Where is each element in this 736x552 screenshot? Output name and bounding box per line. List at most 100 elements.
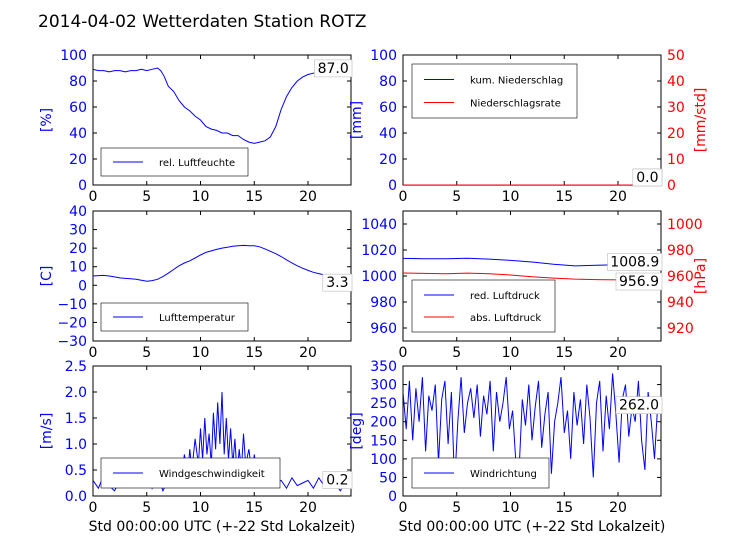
x-axis-label: Std 00:00:00 UTC (+-22 Std Lokalzeit) [399,519,666,535]
x-tick-label: 20 [609,189,627,205]
y-tick-label: 0 [78,278,87,294]
legend: Lufttemperatur [100,302,249,332]
x-tick-label: 10 [192,345,210,361]
y-tick-label: 1040 [361,217,397,233]
y-tick-label: 1.0 [65,437,87,453]
x-tick-label: 20 [609,345,627,361]
y-tick-label-right: 980 [667,243,694,259]
x-tick-label: 5 [142,345,151,361]
x-tick-label: 5 [452,345,461,361]
x-tick-label: 10 [502,189,520,205]
current-value: 87.0 [318,61,349,77]
chart-temperature: 0 5 10 15 20 −30 −20 −10 0 10 20 30 40 [C] Lufttempera… [39,204,353,361]
y-axis-label: [deg] [349,412,365,449]
y-tick-label-right: 30 [667,100,685,116]
current-value: 0.2 [326,473,348,489]
x-tick-label: 5 [452,189,461,205]
x-tick-label: 10 [192,500,210,516]
current-value: 1008.9 [610,254,659,270]
y-tick-label: −30 [57,334,87,350]
y-tick-label-right: 960 [667,269,694,285]
x-tick-label: 15 [555,189,573,205]
x-tick-label: 0 [399,500,408,516]
x-tick-label: 15 [245,500,263,516]
y-tick-label: 0 [388,489,397,505]
chart-pressure: 0 5 10 15 20 960 980 1000 1020 1040 920 940 960 980 10… [361,210,709,361]
y-tick-label: 40 [69,126,87,142]
x-tick-label: 0 [89,500,98,516]
x-tick-label: 20 [299,500,317,516]
legend: rel. Luftfeuchte [100,147,249,177]
y-axis-label-right: [hPa] [693,258,709,294]
x-tick-label: 15 [555,500,573,516]
y-tick-label: 20 [69,152,87,168]
x-tick-label: 0 [399,345,408,361]
current-value-box [615,396,663,414]
x-tick-label: 5 [452,500,461,516]
current-value-box [322,273,353,292]
y-tick-label-right: 1000 [667,217,703,233]
y-tick-label: 2.5 [65,359,87,375]
x-tick-label: 10 [502,500,520,516]
x-tick-label: 10 [502,345,520,361]
x-tick-label: 20 [609,500,627,516]
y-tick-label: 150 [370,433,397,449]
y-tick-label: 1.5 [65,411,87,427]
series-line-0 [93,67,351,144]
current-value-right-box [632,168,663,187]
current-value-right: 956.9 [619,274,659,290]
y-axis-label: [%] [39,108,55,132]
x-tick-label: 0 [89,189,98,205]
y-axis-label: [mm] [349,101,365,139]
y-tick-label: −20 [57,315,87,331]
legend-label: Niederschlagsrate [470,99,561,110]
y-tick-label: 350 [370,359,397,375]
y-tick-label: 80 [69,74,87,90]
x-tick-label: 0 [399,189,408,205]
y-tick-label: 30 [69,223,87,239]
x-tick-label: 20 [299,189,317,205]
legend-label: Lufttemperatur [159,313,236,324]
y-tick-label: 100 [370,48,397,64]
x-axis-label: Std 00:00:00 UTC (+-22 Std Lokalzeit) [89,519,356,535]
y-tick-label: 100 [370,452,397,468]
legend: kum. Niederschlag Niederschlagsrate [411,63,578,119]
y-tick-label-right: 10 [667,152,685,168]
current-value-box [607,253,663,271]
y-tick-label-right: 940 [667,295,694,311]
y-tick-label: 20 [379,152,397,168]
legend-label: kum. Niederschlag [470,76,563,87]
legend: Windrichtung [411,457,550,489]
y-tick-label: 0.5 [65,463,87,479]
current-value-right-box [615,272,663,291]
y-tick-label: 20 [69,241,87,257]
legend: red. Luftdruck abs. Luftdruck [411,279,556,333]
legend-label: Windgeschwindigkeit [159,469,265,480]
y-tick-label-right: 20 [667,126,685,142]
current-value-box [322,471,353,489]
y-tick-label: 200 [370,415,397,431]
series-line-0 [403,373,661,485]
chart-humidity: 0 5 10 15 20 0 20 40 60 80 100 [%] rel. Luftfeuchte 8… [39,48,353,205]
legend-frame [100,147,249,177]
y-tick-label: 980 [370,295,397,311]
current-value-right: 0.0 [636,170,658,186]
legend-frame [411,279,556,333]
legend-frame [411,63,578,119]
chart-precip: 0 5 10 15 20 0 20 40 60 80 100 0 10 20 30 40 50 [mm] [mm/s… [349,48,709,205]
y-tick-label: 40 [69,204,87,220]
chart-windspeed: 0 5 10 15 20 0.0 0.5 1.0 1.5 2.0 2.5 [m/s] Std 00:00… [39,359,355,535]
y-tick-label: 40 [379,126,397,142]
current-value: 262.0 [619,398,659,414]
x-tick-label: 15 [245,345,263,361]
y-tick-label: 50 [379,470,397,486]
legend-label: Windrichtung [470,469,537,480]
y-axis-label: [C] [39,266,55,287]
y-tick-label-right: 920 [667,321,694,337]
legend-label: red. Luftdruck [470,291,540,302]
y-tick-label: 960 [370,321,397,337]
x-tick-label: 20 [299,345,317,361]
x-tick-label: 10 [192,189,210,205]
